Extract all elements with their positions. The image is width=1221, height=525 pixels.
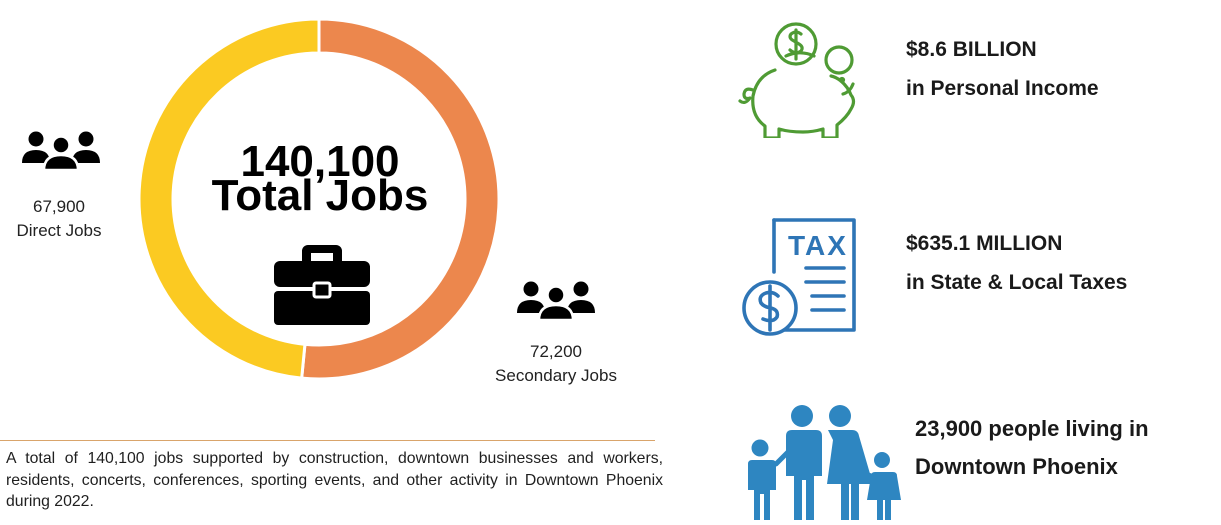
tax-word: TAX	[788, 230, 848, 261]
tax-document-icon: TAX	[742, 218, 856, 336]
people-group-icon	[22, 131, 100, 170]
caption-text: A total of 140,100 jobs supported by con…	[6, 450, 663, 510]
taxes-label: in State & Local Taxes	[906, 271, 1128, 294]
taxes-value: $635.1 MILLION	[906, 232, 1063, 255]
income-value: $8.6 BILLION	[906, 38, 1037, 61]
income-label: in Personal Income	[906, 77, 1099, 100]
jobs-donut-chart	[140, 17, 500, 381]
donut-slice-direct	[140, 17, 321, 380]
secondary-jobs-label: Secondary Jobs	[495, 366, 617, 385]
donut-total-value: 140,100	[240, 137, 400, 186]
donut-total-label: Total Jobs	[211, 171, 429, 220]
direct-jobs-value: 67,900	[33, 197, 85, 216]
secondary-jobs-value: 72,200	[530, 342, 582, 361]
residents-label: Downtown Phoenix	[915, 454, 1118, 479]
briefcase-icon	[274, 245, 370, 325]
people-group-icon	[517, 281, 595, 320]
piggy-bank-icon	[738, 22, 856, 138]
residents-value: 23,900 people living in	[915, 416, 1149, 441]
donut-slice-secondary	[300, 17, 500, 381]
direct-jobs-label: Direct Jobs	[16, 221, 102, 240]
family-icon	[748, 405, 901, 520]
caption-divider	[0, 440, 655, 441]
